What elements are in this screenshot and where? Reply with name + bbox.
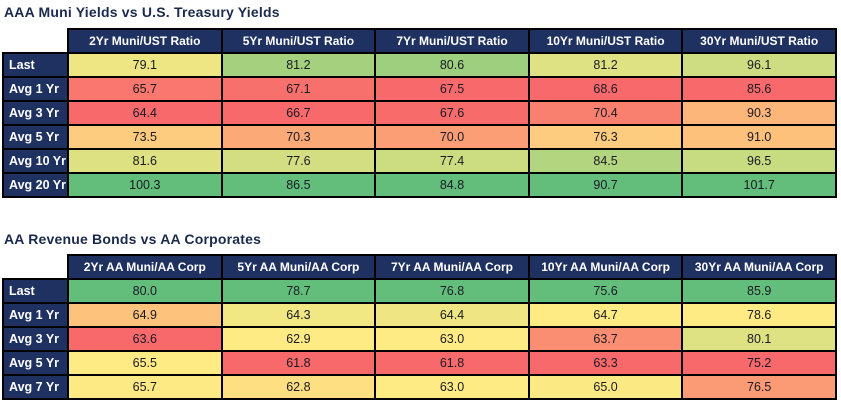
ratio-cell: 65.7: [67, 374, 223, 400]
ratio-cell: 90.3: [681, 100, 837, 126]
ratio-cell: 66.7: [220, 100, 377, 126]
ratio-cell: 64.7: [527, 302, 684, 328]
table-row: Avg 10 Yr 81.6 77.6 77.4 84.5 96.5: [2, 148, 837, 174]
row-label: Last: [2, 52, 69, 78]
column-header: 7Yr AA Muni/AA Corp: [374, 254, 530, 280]
column-header: 7Yr Muni/UST Ratio: [374, 28, 530, 54]
ratio-cell: 62.8: [220, 374, 377, 400]
ratio-cell: 81.2: [220, 52, 377, 78]
table-row: Avg 3 Yr 64.4 66.7 67.6 70.4 90.3: [2, 100, 837, 126]
ratio-cell: 75.6: [527, 278, 684, 304]
row-label: Avg 1 Yr: [2, 302, 69, 328]
table-row: Avg 20 Yr 100.3 86.5 84.8 90.7 101.7: [2, 172, 837, 198]
table-row: Avg 5 Yr 73.5 70.3 70.0 76.3 91.0: [2, 124, 837, 150]
ratio-cell: 61.8: [220, 350, 377, 376]
ratio-cell: 70.0: [374, 124, 530, 150]
ratio-cell: 67.5: [374, 76, 530, 102]
ratio-cell: 85.6: [681, 76, 837, 102]
ratio-cell: 76.3: [527, 124, 684, 150]
muni-corp-heatmap-table: 2Yr AA Muni/AA Corp 5Yr AA Muni/AA Corp 7Y…: [2, 254, 837, 400]
table-row: Avg 1 Yr 64.9 64.3 64.4 64.7 78.6: [2, 302, 837, 328]
ratio-cell: 65.0: [527, 374, 684, 400]
ratio-cell: 78.7: [220, 278, 377, 304]
ratio-cell: 65.5: [67, 350, 223, 376]
table-row: Last 79.1 81.2 80.6 81.2 96.1: [2, 52, 837, 78]
table-row: Last 80.0 78.7 76.8 75.6 85.9: [2, 278, 837, 304]
ratio-cell: 96.1: [681, 52, 837, 78]
ratio-cell: 67.1: [220, 76, 377, 102]
ratio-cell: 68.6: [527, 76, 684, 102]
table-row: Avg 1 Yr 65.7 67.1 67.5 68.6 85.6: [2, 76, 837, 102]
ratio-cell: 62.9: [220, 326, 377, 352]
ratio-cell: 64.3: [220, 302, 377, 328]
column-header: 5Yr AA Muni/AA Corp: [220, 254, 377, 280]
ratio-cell: 63.0: [374, 326, 530, 352]
ratio-cell: 64.4: [374, 302, 530, 328]
column-header: 2Yr Muni/UST Ratio: [67, 28, 223, 54]
row-label: Avg 3 Yr: [2, 100, 69, 126]
ratio-cell: 79.1: [67, 52, 223, 78]
column-header: 2Yr AA Muni/AA Corp: [67, 254, 223, 280]
column-header: 10Yr Muni/UST Ratio: [527, 28, 684, 54]
row-label: Avg 1 Yr: [2, 76, 69, 102]
ratio-cell: 101.7: [681, 172, 837, 198]
ratio-cell: 81.2: [527, 52, 684, 78]
ratio-cell: 75.2: [681, 350, 837, 376]
row-label: Last: [2, 278, 69, 304]
ratio-cell: 63.6: [67, 326, 223, 352]
table-row: Avg 7 Yr 65.7 62.8 63.0 65.0 76.5: [2, 374, 837, 400]
ratio-cell: 100.3: [67, 172, 223, 198]
row-label: Avg 5 Yr: [2, 350, 69, 376]
muni-ust-heatmap-table: 2Yr Muni/UST Ratio 5Yr Muni/UST Ratio 7Yr …: [2, 28, 837, 198]
ratio-cell: 65.7: [67, 76, 223, 102]
ratio-cell: 85.9: [681, 278, 837, 304]
ratio-cell: 96.5: [681, 148, 837, 174]
ratio-cell: 80.6: [374, 52, 530, 78]
column-header: 5Yr Muni/UST Ratio: [220, 28, 377, 54]
ratio-cell: 63.3: [527, 350, 684, 376]
ratio-cell: 86.5: [220, 172, 377, 198]
ratio-cell: 73.5: [67, 124, 223, 150]
ratio-cell: 67.6: [374, 100, 530, 126]
ratio-cell: 80.1: [681, 326, 837, 352]
ratio-cell: 64.9: [67, 302, 223, 328]
table-row: Avg 3 Yr 63.6 62.9 63.0 63.7 80.1: [2, 326, 837, 352]
ratio-cell: 77.6: [220, 148, 377, 174]
ratio-cell: 84.5: [527, 148, 684, 174]
ratio-cell: 76.8: [374, 278, 530, 304]
ratio-cell: 91.0: [681, 124, 837, 150]
corner-cell: [3, 29, 68, 53]
ratio-cell: 81.6: [67, 148, 223, 174]
header-row: 2Yr AA Muni/AA Corp 5Yr AA Muni/AA Corp 7Y…: [3, 254, 837, 280]
table-row: Avg 5 Yr 65.5 61.8 61.8 63.3 75.2: [2, 350, 837, 376]
ratio-cell: 70.3: [220, 124, 377, 150]
header-row: 2Yr Muni/UST Ratio 5Yr Muni/UST Ratio 7Yr …: [3, 28, 837, 54]
column-header: 30Yr Muni/UST Ratio: [681, 28, 837, 54]
row-label: Avg 20 Yr: [2, 172, 69, 198]
row-label: Avg 3 Yr: [2, 326, 69, 352]
ratio-cell: 63.7: [527, 326, 684, 352]
ratio-cell: 64.4: [67, 100, 223, 126]
ratio-cell: 63.0: [374, 374, 530, 400]
ratio-cell: 61.8: [374, 350, 530, 376]
ratio-cell: 90.7: [527, 172, 684, 198]
ratio-cell: 70.4: [527, 100, 684, 126]
muni-ust-table-title: AAA Muni Yields vs U.S. Treasury Yields: [4, 4, 280, 20]
column-header: 30Yr AA Muni/AA Corp: [681, 254, 837, 280]
ratio-cell: 80.0: [67, 278, 223, 304]
row-label: Avg 10 Yr: [2, 148, 69, 174]
ratio-cell: 76.5: [681, 374, 837, 400]
column-header: 10Yr AA Muni/AA Corp: [527, 254, 684, 280]
ratio-cell: 78.6: [681, 302, 837, 328]
row-label: Avg 5 Yr: [2, 124, 69, 150]
muni-corp-table-title: AA Revenue Bonds vs AA Corporates: [4, 231, 262, 247]
ratio-cell: 84.8: [374, 172, 530, 198]
ratio-cell: 77.4: [374, 148, 530, 174]
corner-cell: [3, 255, 68, 279]
row-label: Avg 7 Yr: [2, 374, 69, 400]
